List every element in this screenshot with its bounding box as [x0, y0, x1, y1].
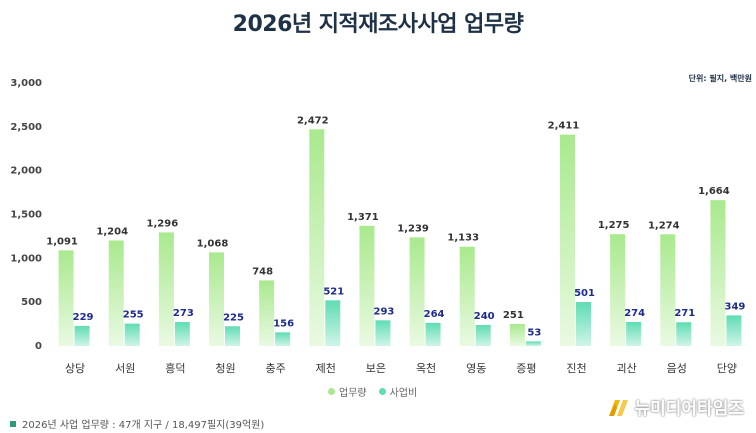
data-label-budget: 521: [323, 286, 344, 297]
bar-volume: [108, 240, 124, 346]
chart-title: 2026년 지적재조사사업 업무량: [232, 12, 524, 37]
data-label-volume: 1,091: [46, 236, 78, 247]
footnote-text: 2026년 사업 업무량 : 47개 지구 / 18,497필지(39억원): [22, 420, 265, 431]
data-label-budget: 225: [223, 312, 244, 323]
bar-budget: [225, 326, 240, 346]
legend-label-budget: 사업비: [389, 388, 418, 399]
bar-budget: [174, 322, 190, 346]
bar-budget: [475, 324, 491, 346]
x-tick-label: 괴산: [617, 362, 637, 375]
data-label-volume: 2,472: [297, 115, 329, 126]
y-axis: 0 500 1,000 1,500 2,000 2,500 3,000: [10, 78, 42, 352]
bar-budget: [676, 322, 692, 346]
bar-budget: [425, 322, 441, 346]
x-tick-label: 충주: [266, 362, 286, 375]
bars: [58, 129, 742, 346]
data-label-volume: 1,296: [147, 218, 179, 229]
x-axis: 상당 서원 흥덕 청원 충주 제천 보은 옥천 영동 증평 진천 괴산 음성 단양: [65, 361, 737, 375]
x-tick-label: 청원: [215, 362, 235, 375]
bar-volume: [158, 232, 174, 346]
data-label-budget: 229: [73, 312, 94, 323]
bar-volume: [409, 237, 425, 346]
bar-volume: [610, 234, 626, 346]
data-labels: 1,091 229 1,204 255 1,296 273 1,068 225 748 156 2,…: [46, 115, 745, 338]
bar-budget: [74, 325, 90, 346]
data-label-volume: 748: [252, 266, 273, 277]
bar-budget: [124, 323, 140, 346]
bar-budget: [525, 341, 541, 346]
y-tick-label: 3,000: [10, 78, 42, 89]
data-label-volume: 1,133: [447, 233, 479, 244]
bar-budget: [626, 321, 642, 346]
bar-volume: [359, 225, 375, 346]
data-label-budget: 255: [123, 310, 144, 321]
data-label-budget: 349: [724, 301, 745, 312]
data-label-volume: 1,371: [347, 212, 379, 223]
data-label-budget: 293: [373, 306, 394, 317]
bar-volume: [509, 323, 525, 346]
x-tick-label: 보은: [366, 362, 386, 375]
x-tick-label: 옥천: [416, 361, 436, 375]
legend: 업무량 사업비: [328, 384, 417, 399]
bar-volume: [560, 134, 575, 346]
brand-logo-icon: [608, 399, 628, 416]
bar-budget: [726, 315, 742, 346]
data-label-volume: 2,411: [548, 121, 580, 132]
legend-item-volume: 업무량: [328, 384, 367, 399]
bar-budget: [325, 300, 341, 346]
x-tick-label: 영동: [466, 362, 486, 375]
data-label-volume: 1,664: [698, 186, 730, 197]
x-tick-label: 음성: [667, 362, 687, 375]
bar-volume: [660, 234, 676, 346]
x-tick-label: 제천: [316, 361, 336, 375]
x-tick-label: 증평: [516, 362, 536, 375]
data-label-budget: 240: [474, 311, 495, 322]
unit-note: 단위: 필지, 백만원: [688, 74, 752, 83]
y-tick-label: 2,500: [10, 122, 42, 133]
x-tick-label: 진천: [566, 361, 586, 375]
data-label-budget: 264: [424, 309, 445, 320]
bar-volume: [209, 252, 224, 346]
data-label-volume: 1,274: [648, 220, 680, 231]
data-label-budget: 271: [674, 308, 695, 319]
bar-budget: [576, 302, 591, 346]
bar-volume: [58, 250, 74, 346]
data-label-budget: 273: [173, 308, 194, 319]
bar-volume: [259, 280, 275, 346]
brand-name: 뉴미디어타임즈: [634, 399, 744, 419]
data-label-budget: 156: [273, 318, 294, 329]
x-tick-label: 단양: [717, 362, 737, 375]
legend-swatch-volume: [328, 388, 335, 395]
x-tick-label: 상당: [65, 362, 85, 375]
bar-volume: [710, 200, 726, 346]
data-label-budget: 53: [527, 327, 541, 338]
bar-budget: [375, 320, 391, 346]
bar-volume: [459, 246, 475, 346]
y-tick-label: 2,000: [10, 166, 42, 177]
footnote: 2026년 사업 업무량 : 47개 지구 / 18,497필지(39억원): [10, 416, 264, 431]
y-tick-label: 1,000: [10, 253, 42, 264]
legend-swatch-budget: [378, 388, 386, 395]
legend-item-budget: 사업비: [378, 384, 418, 399]
x-tick-label: 서원: [115, 362, 135, 375]
data-label-volume: 1,239: [397, 223, 429, 234]
bar-budget: [275, 332, 291, 346]
y-tick-label: 500: [21, 297, 42, 308]
brand-watermark: 뉴미디어타임즈: [607, 394, 744, 419]
legend-label-volume: 업무량: [339, 388, 367, 399]
y-tick-label: 0: [35, 341, 42, 352]
x-tick-label: 흥덕: [165, 361, 185, 375]
data-label-volume: 1,068: [197, 238, 229, 249]
y-tick-label: 1,500: [10, 210, 42, 221]
data-label-volume: 251: [503, 310, 524, 321]
data-label-volume: 1,204: [96, 226, 128, 237]
data-label-volume: 1,275: [598, 220, 630, 231]
footnote-bullet-icon: [10, 420, 16, 427]
data-label-budget: 501: [574, 288, 595, 299]
bar-volume: [309, 129, 325, 346]
data-label-budget: 274: [624, 308, 645, 319]
